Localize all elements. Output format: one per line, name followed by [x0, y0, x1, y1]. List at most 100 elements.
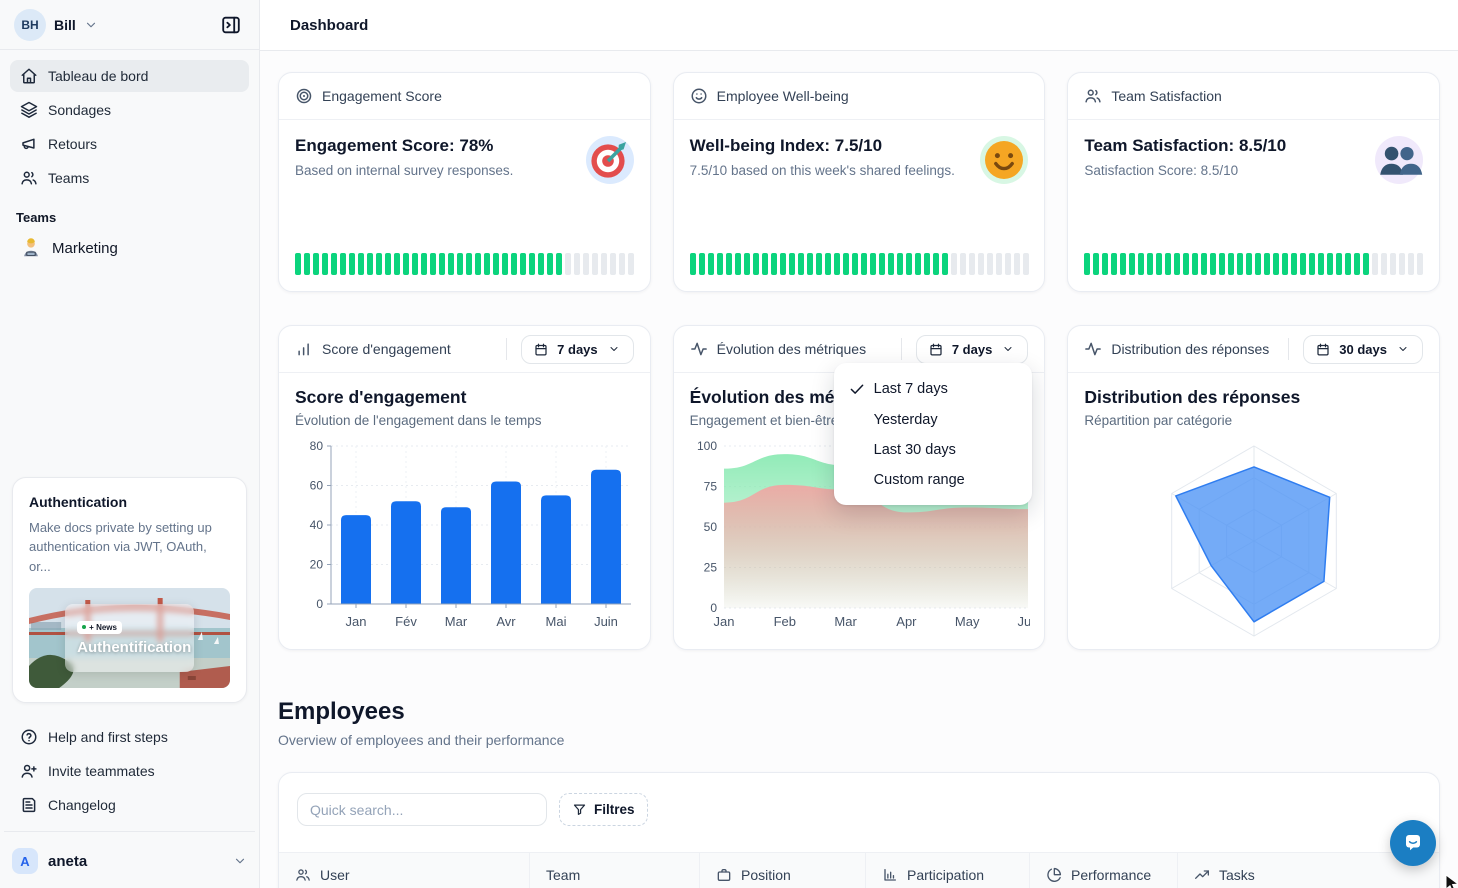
sidebar-footer: Help and first steps Invite teammates Ch…: [0, 715, 259, 823]
chart-subtitle: Évolution de l'engagement dans le temps: [295, 413, 542, 428]
filters-button[interactable]: Filtres: [559, 793, 648, 826]
response-distribution-card: Distribution des réponses 30 days Distri…: [1067, 325, 1440, 650]
chart-subtitle: Répartition par catégorie: [1084, 413, 1233, 428]
team-label: Marketing: [52, 239, 118, 257]
menu-item-yesterday[interactable]: Yesterday: [873, 412, 938, 428]
promo-image[interactable]: + News Authentification: [29, 588, 230, 688]
sidebar-item-marketing[interactable]: Marketing: [10, 231, 249, 265]
pie-chart-icon: [1046, 867, 1062, 883]
calendar-icon: [1314, 342, 1332, 357]
sidebar-item-surveys[interactable]: Sondages: [10, 94, 249, 126]
promo-glass-overlay: + News Authentification: [65, 604, 194, 672]
target-icon: [295, 87, 313, 105]
stat-subtitle: Based on internal survey responses.: [295, 163, 514, 178]
help-link[interactable]: Help and first steps: [10, 721, 249, 753]
main-area: Dashboard Engagement Score Engagement Sc…: [260, 0, 1458, 888]
svg-text:Avr: Avr: [496, 614, 516, 629]
card-header-label: Évolution des métriques: [716, 341, 867, 357]
engagement-chart-card: Score d'engagement 7 days Score d'engage…: [278, 325, 651, 650]
svg-text:Mar: Mar: [834, 614, 857, 629]
column-header-position: Position: [699, 853, 865, 888]
sidebar-collapse-button[interactable]: [217, 11, 245, 39]
date-range-button[interactable]: 7 days: [521, 334, 634, 364]
menu-item-custom-range[interactable]: Custom range: [873, 472, 965, 488]
sidebar-item-teams[interactable]: Teams: [10, 162, 249, 194]
content: Engagement Score Engagement Score: 78% B…: [260, 51, 1458, 888]
svg-text:75: 75: [703, 480, 717, 494]
workspace-name: aneta: [48, 852, 88, 870]
divider: [506, 338, 508, 360]
menu-item-last-30-days[interactable]: Last 30 days: [873, 442, 956, 458]
stat-cards-row: Engagement Score Engagement Score: 78% B…: [278, 72, 1440, 292]
sidebar-header: BH Bill: [0, 0, 259, 50]
column-header-user: User: [279, 853, 529, 888]
sidebar-item-feedback[interactable]: Retours: [10, 128, 249, 160]
teams-section-label: Teams: [16, 210, 57, 225]
menu-item-last-7-days[interactable]: Last 7 days: [834, 373, 1032, 405]
column-header-performance: Performance: [1029, 853, 1177, 888]
chat-launcher-button[interactable]: [1390, 820, 1436, 866]
date-range-button[interactable]: 7 days: [915, 334, 1029, 364]
svg-text:Mar: Mar: [445, 614, 468, 629]
changelog-icon: [20, 796, 38, 814]
page-title: Dashboard: [290, 16, 369, 34]
sidebar-item-label: Teams: [48, 170, 90, 186]
user-name[interactable]: Bill: [54, 16, 76, 33]
chat-bubble-icon: [1406, 835, 1420, 851]
calendar-icon: [532, 342, 550, 357]
progress-bar: [1068, 253, 1439, 291]
smiling-face-emoji-icon: [980, 136, 1029, 184]
svg-text:25: 25: [703, 561, 717, 575]
invite-teammates-link[interactable]: Invite teammates: [10, 755, 249, 787]
svg-text:100: 100: [697, 439, 717, 453]
date-range-button[interactable]: 30 days: [1303, 334, 1423, 364]
news-badge: + News: [77, 620, 122, 634]
workspace-avatar: A: [12, 848, 38, 874]
sidebar-item-dashboard[interactable]: Tableau de bord: [10, 60, 249, 92]
sidebar-item-label: Tableau de bord: [48, 68, 149, 84]
workspace-switcher[interactable]: A aneta: [0, 840, 259, 888]
stat-subtitle: 7.5/10 based on this week's shared feeli…: [689, 163, 955, 178]
chevron-down-icon: [1394, 343, 1412, 355]
svg-text:Apr: Apr: [896, 614, 917, 629]
team-satisfaction-card: Team Satisfaction Team Satisfaction: 8.5…: [1067, 72, 1440, 292]
changelog-link[interactable]: Changelog: [10, 789, 249, 821]
briefcase-icon: [716, 867, 732, 883]
avatar[interactable]: BH: [14, 8, 46, 41]
engagement-bar-chart: 0 20 40 60 80 Jan Fév Mar Avr Mai Juin: [310, 439, 631, 629]
user-plus-icon: [20, 762, 38, 780]
panel-collapse-icon: [220, 14, 242, 36]
svg-text:20: 20: [310, 558, 324, 572]
card-header-label: Distribution des réponses: [1111, 341, 1270, 357]
busts-emoji-icon: [1374, 136, 1423, 184]
chart-title: Distribution des réponses: [1084, 387, 1301, 407]
users-icon: [1084, 87, 1102, 105]
stat-subtitle: Satisfaction Score: 8.5/10: [1084, 163, 1239, 178]
card-header-label: Score d'engagement: [322, 341, 451, 357]
stat-title: Well-being Index: 7.5/10: [689, 136, 883, 155]
news-dot: [82, 625, 87, 629]
employees-table-card: Filtres User Team Position Participation: [278, 772, 1440, 888]
help-circle-icon: [20, 728, 38, 746]
progress-bar: [674, 253, 1045, 291]
home-icon: [20, 67, 38, 85]
svg-text:Juin: Juin: [594, 614, 618, 629]
chevron-down-icon: [233, 854, 247, 868]
authentication-promo-card[interactable]: Authentication Make docs private by sett…: [12, 476, 247, 703]
sidebar-item-label: Retours: [48, 136, 98, 152]
footer-item-label: Invite teammates: [48, 763, 155, 779]
card-header-label: Engagement Score: [322, 88, 442, 104]
chevron-down-icon: [999, 343, 1017, 355]
distribution-radar-chart: [1171, 445, 1338, 637]
users-icon: [20, 169, 38, 187]
metrics-evolution-card: Évolution des métriques 7 days Évolution…: [672, 325, 1046, 650]
divider: [1288, 338, 1290, 360]
svg-text:May: May: [955, 614, 980, 629]
search-input[interactable]: [297, 793, 547, 826]
column-header-team: Team: [529, 853, 699, 888]
column-header-participation: Participation: [865, 853, 1029, 888]
svg-text:Jan: Jan: [713, 614, 734, 629]
activity-icon: [690, 340, 708, 358]
divider: [4, 831, 255, 832]
employees-section-header: Employees Overview of employees and thei…: [278, 698, 1440, 748]
